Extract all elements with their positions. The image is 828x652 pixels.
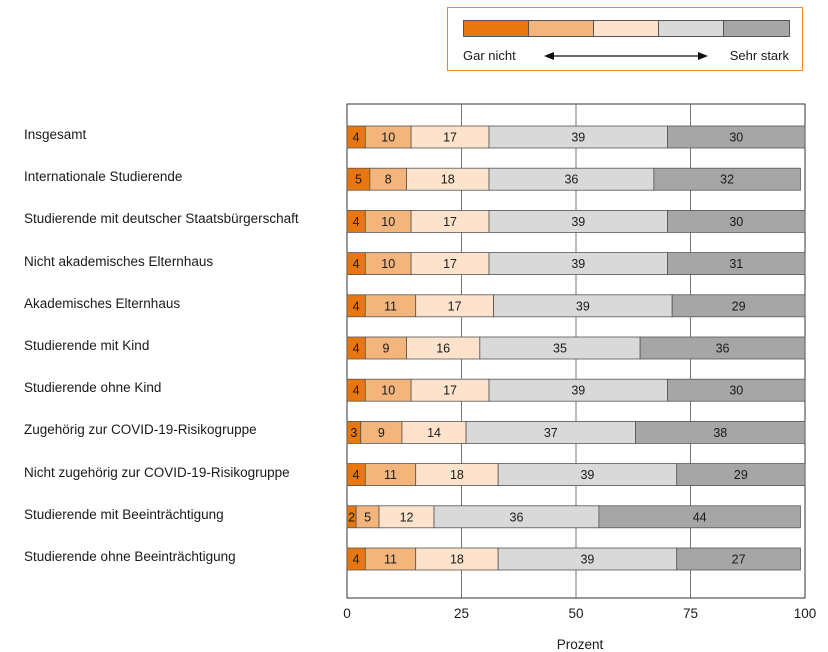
data-label: 11: [384, 553, 397, 567]
bar-segment: [667, 209, 806, 233]
data-label: 17: [443, 131, 457, 145]
bar-segment: [667, 125, 806, 149]
category-label: Internationale Studierende: [24, 169, 183, 185]
bar-segment: [667, 252, 806, 276]
data-label: 10: [381, 131, 395, 145]
data-label: 32: [720, 173, 734, 187]
data-label: 11: [384, 468, 397, 482]
data-label: 39: [571, 384, 585, 398]
legend-swatch: [529, 21, 594, 36]
x-tick-label: 0: [343, 606, 351, 621]
category-label: Studierende mit deutscher Staatsbürgersc…: [24, 211, 299, 227]
bar-segment: [671, 294, 806, 318]
category-label: Zugehörig zur COVID-19-Risikogruppe: [24, 422, 257, 438]
data-label: 5: [355, 173, 362, 187]
data-label: 3: [350, 426, 357, 440]
data-label: 39: [580, 468, 594, 482]
bar-segment: [667, 378, 806, 402]
data-label: 29: [732, 299, 746, 313]
data-label: 10: [381, 257, 395, 271]
data-label: 36: [510, 510, 524, 524]
data-label: 10: [381, 384, 395, 398]
data-label: 30: [729, 384, 743, 398]
data-label: 14: [427, 426, 441, 440]
category-label: Nicht akademisches Elternhaus: [24, 253, 214, 269]
data-label: 18: [441, 173, 455, 187]
data-label: 9: [378, 426, 385, 440]
data-label: 17: [443, 215, 457, 229]
data-label: 16: [436, 342, 450, 356]
data-label: 37: [544, 426, 558, 440]
data-label: 44: [693, 510, 707, 524]
legend-swatch: [594, 21, 659, 36]
category-label: Studierende mit Beeinträchtigung: [24, 506, 224, 522]
data-label: 36: [716, 342, 730, 356]
category-label: Insgesamt: [24, 127, 87, 142]
data-label: 11: [384, 299, 397, 313]
data-label: 31: [729, 257, 743, 271]
data-label: 2: [348, 510, 355, 524]
data-label: 38: [713, 426, 727, 440]
category-label: Studierende mit Kind: [24, 338, 150, 353]
legend-swatch: [724, 21, 789, 36]
x-tick-label: 25: [454, 606, 469, 621]
data-label: 29: [734, 468, 748, 482]
data-label: 17: [443, 257, 457, 271]
data-label: 39: [576, 299, 590, 313]
data-label: 10: [381, 215, 395, 229]
x-tick-label: 75: [683, 606, 698, 621]
x-axis-label: Prozent: [557, 637, 604, 652]
bar-segment: [639, 336, 806, 360]
data-label: 30: [729, 215, 743, 229]
bar-segment: [676, 463, 806, 487]
x-tick-label: 100: [794, 606, 817, 621]
data-label: 18: [450, 553, 464, 567]
data-label: 9: [382, 342, 389, 356]
data-label: 39: [571, 215, 585, 229]
data-label: 12: [400, 510, 414, 524]
legend-right-label: Sehr stark: [729, 48, 789, 63]
legend-scale: [463, 20, 790, 37]
bar-segment: [635, 420, 806, 444]
legend-left-label: Gar nicht: [463, 48, 516, 63]
legend: Gar nicht Sehr stark: [447, 7, 803, 71]
data-label: 5: [364, 510, 371, 524]
data-label: 4: [353, 299, 360, 313]
category-label: Nicht zugehörig zur COVID-19-Risikogrupp…: [24, 464, 290, 480]
data-label: 4: [353, 342, 360, 356]
data-label: 39: [580, 553, 594, 567]
data-label: 4: [353, 468, 360, 482]
data-label: 30: [729, 131, 743, 145]
legend-swatch: [659, 21, 724, 36]
data-label: 4: [353, 257, 360, 271]
data-label: 4: [353, 131, 360, 145]
category-label: Studierende ohne Kind: [24, 380, 162, 396]
data-label: 8: [385, 173, 392, 187]
category-label: Akademisches Elternhaus: [24, 295, 181, 311]
bar-segment: [676, 547, 801, 571]
data-label: 17: [448, 299, 462, 313]
data-label: 4: [353, 215, 360, 229]
data-label: 18: [450, 468, 464, 482]
bar-segment: [653, 167, 801, 191]
data-label: 39: [571, 131, 585, 145]
data-label: 4: [353, 553, 360, 567]
bar-segment: [598, 505, 801, 529]
double-arrow-icon: [544, 52, 708, 60]
legend-swatch: [464, 21, 529, 36]
data-label: 4: [353, 384, 360, 398]
data-label: 35: [553, 342, 567, 356]
data-label: 36: [564, 173, 578, 187]
data-label: 17: [443, 384, 457, 398]
data-label: 27: [732, 553, 746, 567]
data-label: 39: [571, 257, 585, 271]
category-label: Studierende ohne Beeinträchtigung: [24, 549, 236, 564]
x-tick-label: 50: [568, 606, 583, 621]
